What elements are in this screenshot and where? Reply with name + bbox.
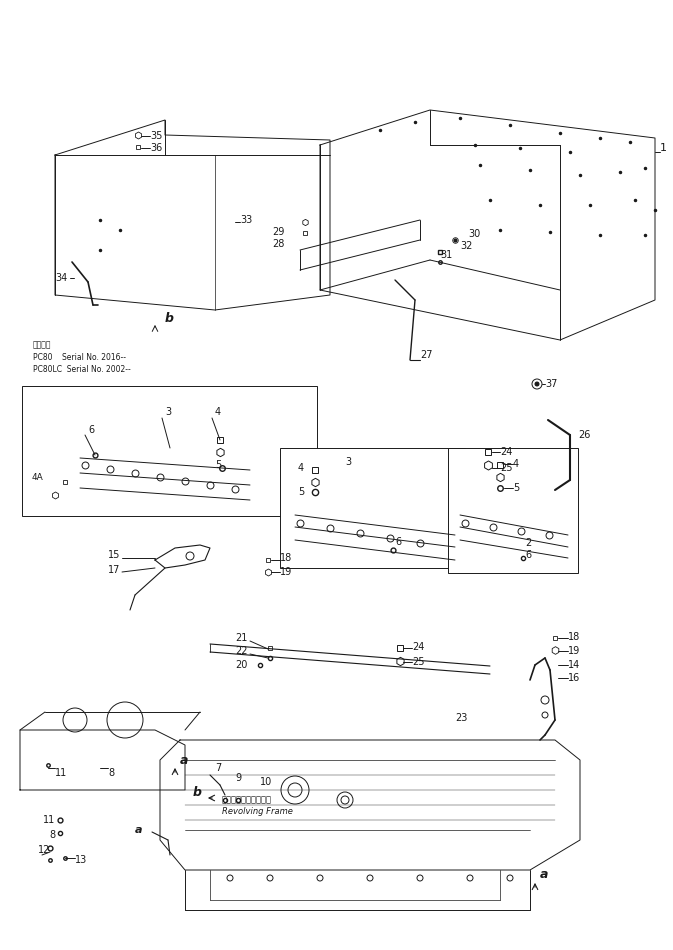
Text: 8: 8	[108, 768, 114, 778]
Text: 31: 31	[440, 250, 452, 260]
Text: 24: 24	[412, 642, 425, 652]
Text: 29: 29	[273, 227, 285, 237]
Text: 6: 6	[88, 425, 94, 435]
Text: 13: 13	[75, 855, 87, 865]
Text: 20: 20	[236, 660, 248, 670]
Text: 33: 33	[240, 215, 252, 225]
Text: 21: 21	[236, 633, 248, 643]
Text: 17: 17	[108, 565, 120, 575]
Text: 19: 19	[280, 567, 292, 577]
Bar	[448, 448, 578, 573]
Text: 35: 35	[150, 131, 162, 141]
Text: 14: 14	[568, 660, 580, 670]
Text: Revolving Frame: Revolving Frame	[222, 808, 293, 816]
Text: 4: 4	[513, 459, 519, 469]
Text: 23: 23	[455, 713, 467, 723]
Text: 9: 9	[235, 773, 241, 783]
Circle shape	[535, 382, 539, 386]
Text: 2: 2	[525, 538, 531, 548]
Text: 34: 34	[55, 273, 67, 283]
Text: 37: 37	[545, 379, 557, 389]
Text: 27: 27	[420, 350, 433, 360]
Text: 1: 1	[660, 143, 667, 153]
Text: 26: 26	[578, 430, 590, 440]
Bar	[280, 448, 465, 568]
Text: 6: 6	[525, 550, 531, 560]
Text: レボルビングフレーム: レボルビングフレーム	[222, 795, 272, 805]
Text: a: a	[540, 868, 548, 882]
Text: 10: 10	[260, 777, 273, 787]
Text: 16: 16	[568, 673, 580, 683]
Text: 24: 24	[500, 447, 512, 457]
Text: 32: 32	[460, 241, 472, 251]
Text: 18: 18	[568, 632, 580, 642]
Text: 30: 30	[468, 229, 481, 239]
Text: 18: 18	[280, 553, 292, 563]
Text: 5: 5	[513, 483, 520, 493]
Text: 3: 3	[165, 407, 171, 417]
Text: 28: 28	[273, 239, 285, 249]
Text: 3: 3	[345, 457, 351, 467]
Text: 4: 4	[215, 407, 221, 417]
Text: a: a	[180, 753, 188, 767]
Text: 12: 12	[38, 845, 50, 855]
Text: 15: 15	[108, 550, 120, 560]
Text: 22: 22	[236, 646, 248, 656]
Text: PC80    Serial No. 2016--: PC80 Serial No. 2016--	[33, 352, 126, 362]
Text: b: b	[193, 787, 202, 800]
Text: 25: 25	[412, 657, 425, 667]
Text: 8: 8	[49, 830, 55, 840]
Text: 7: 7	[215, 763, 221, 773]
Text: PC80LC  Serial No. 2002--: PC80LC Serial No. 2002--	[33, 365, 131, 373]
Text: 25: 25	[500, 463, 513, 473]
Text: 適用号機: 適用号機	[33, 340, 52, 350]
Text: b: b	[165, 312, 174, 325]
Text: 5: 5	[297, 487, 304, 497]
Text: 11: 11	[55, 768, 67, 778]
Text: 6: 6	[395, 537, 401, 547]
Text: 5: 5	[215, 460, 221, 470]
Text: 11: 11	[43, 815, 55, 825]
Text: a: a	[135, 825, 142, 835]
Text: 4: 4	[298, 463, 304, 473]
Text: 4A: 4A	[32, 473, 44, 483]
Text: 19: 19	[568, 646, 580, 656]
Bar	[22, 386, 317, 516]
Text: 36: 36	[150, 143, 162, 153]
